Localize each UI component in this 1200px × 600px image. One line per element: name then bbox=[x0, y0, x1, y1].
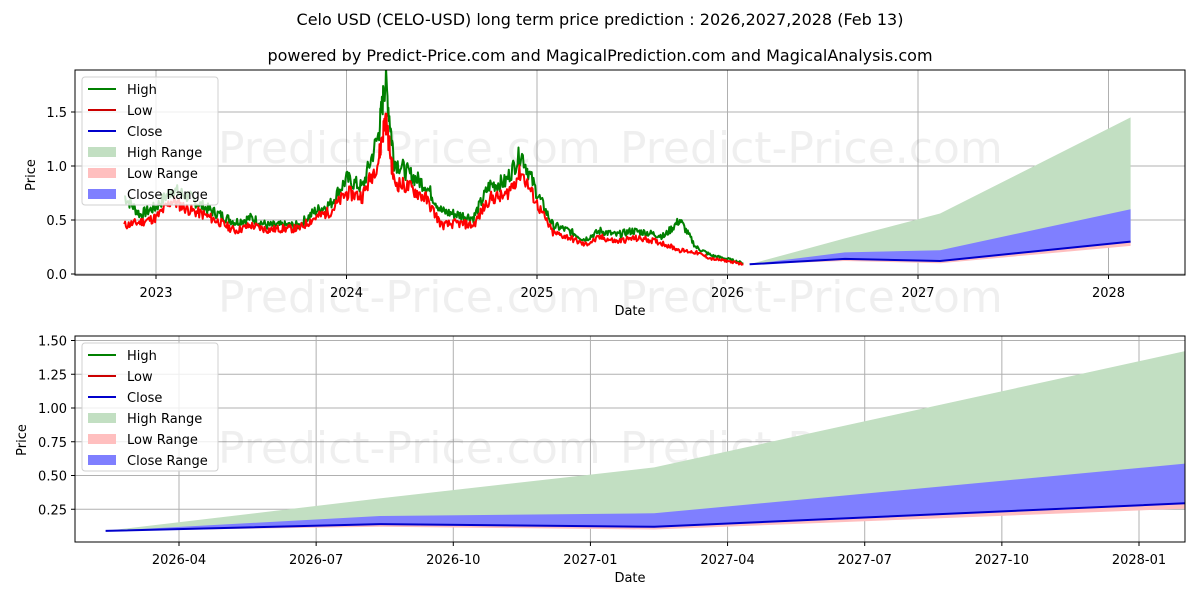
legend-high: High bbox=[127, 349, 157, 364]
watermark: Predict-Price.com bbox=[218, 123, 601, 174]
legend-low: Low bbox=[127, 370, 153, 385]
svg-text:0.5: 0.5 bbox=[46, 214, 67, 229]
high-range-legend-icon bbox=[88, 413, 116, 423]
svg-text:2027: 2027 bbox=[901, 286, 934, 301]
watermark: Predict-Price.com bbox=[620, 272, 1003, 323]
low-range-area bbox=[105, 503, 1185, 531]
svg-text:2027-07: 2027-07 bbox=[838, 553, 892, 568]
legend-high-range: High Range bbox=[127, 412, 202, 427]
bottom-legend: High Low Close High Range Low Range Clos… bbox=[81, 342, 219, 472]
svg-text:2026-10: 2026-10 bbox=[426, 553, 480, 568]
legend-low-range: Low Range bbox=[127, 433, 198, 448]
legend-close: Close bbox=[127, 125, 162, 140]
svg-text:2027-04: 2027-04 bbox=[700, 553, 754, 568]
svg-text:0.25: 0.25 bbox=[38, 503, 67, 518]
legend-close: Close bbox=[127, 391, 162, 406]
svg-text:0.75: 0.75 bbox=[38, 436, 67, 451]
close-range-legend-icon bbox=[88, 455, 116, 465]
svg-text:2023: 2023 bbox=[139, 286, 172, 301]
legend-high-range: High Range bbox=[127, 146, 202, 161]
svg-text:0.50: 0.50 bbox=[38, 470, 67, 485]
svg-text:1.0: 1.0 bbox=[46, 160, 67, 175]
top-axis-ticks: 2023 2024 2025 2026 2027 2028 0.0 0.5 1.0 1.5 bbox=[46, 106, 1125, 301]
svg-text:2025: 2025 bbox=[520, 286, 553, 301]
top-chart: Predict-Price.com Predict-Price.com Pred… bbox=[24, 69, 1186, 323]
svg-text:2026-07: 2026-07 bbox=[289, 553, 343, 568]
low-line bbox=[123, 112, 744, 266]
high-range-area bbox=[749, 117, 1131, 265]
close-line bbox=[749, 240, 1131, 266]
chart-subtitle: powered by Predict-Price.com and Magical… bbox=[267, 46, 933, 65]
close-line bbox=[105, 502, 1185, 532]
legend-close-range: Close Range bbox=[127, 188, 208, 203]
svg-text:2028: 2028 bbox=[1092, 286, 1125, 301]
svg-text:2026: 2026 bbox=[711, 286, 744, 301]
bottom-chart: Predict-Price.com Predict-Price.com 2026… bbox=[15, 335, 1186, 586]
svg-text:1.25: 1.25 bbox=[38, 368, 67, 383]
svg-text:2027-10: 2027-10 bbox=[975, 553, 1029, 568]
svg-text:2026-04: 2026-04 bbox=[152, 553, 206, 568]
close-range-area bbox=[105, 463, 1185, 531]
svg-text:0.0: 0.0 bbox=[46, 268, 67, 283]
legend-high: High bbox=[127, 83, 157, 98]
svg-text:1.5: 1.5 bbox=[46, 106, 67, 121]
top-legend: High Low Close High Range Low Range Clos… bbox=[81, 76, 219, 206]
top-x-axis-label: Date bbox=[614, 304, 645, 319]
low-range-legend-icon bbox=[88, 168, 116, 178]
legend-low: Low bbox=[127, 104, 153, 119]
low-range-legend-icon bbox=[88, 434, 116, 444]
chart-title: Celo USD (CELO-USD) long term price pred… bbox=[296, 10, 904, 29]
bottom-x-axis-label: Date bbox=[614, 571, 645, 586]
svg-text:2024: 2024 bbox=[330, 286, 363, 301]
bottom-axis-ticks: 2026-04 2026-07 2026-10 2027-01 2027-04 2027-… bbox=[38, 335, 1166, 569]
svg-text:1.50: 1.50 bbox=[38, 335, 67, 350]
watermark: Predict-Price.com bbox=[620, 123, 1003, 174]
svg-text:2028-01: 2028-01 bbox=[1112, 553, 1166, 568]
high-range-area bbox=[105, 351, 1185, 531]
watermark: Predict-Price.com bbox=[218, 272, 601, 323]
bottom-y-axis-label: Price bbox=[15, 424, 30, 456]
top-y-axis-label: Price bbox=[24, 159, 39, 191]
svg-text:1.00: 1.00 bbox=[38, 402, 67, 417]
legend-low-range: Low Range bbox=[127, 167, 198, 182]
svg-text:2027-01: 2027-01 bbox=[563, 553, 617, 568]
legend-close-range: Close Range bbox=[127, 454, 208, 469]
high-range-legend-icon bbox=[88, 147, 116, 157]
close-range-legend-icon bbox=[88, 189, 116, 199]
watermark: Predict-Price.com bbox=[218, 423, 601, 474]
